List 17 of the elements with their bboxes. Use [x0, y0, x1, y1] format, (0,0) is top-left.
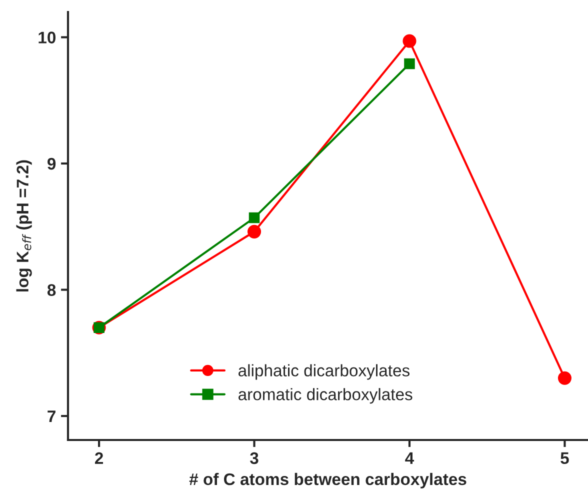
point — [248, 224, 262, 238]
point — [558, 371, 572, 385]
y-tick-label: 10 — [38, 32, 56, 44]
point — [404, 58, 415, 70]
legend-label: aromatic dicarboxylates — [238, 388, 412, 404]
x-tick-label: 2 — [94, 452, 104, 464]
legend-label: aliphatic dicarboxylates — [238, 364, 410, 380]
x-axis-title: # of C atoms between carboxylates — [189, 472, 466, 488]
y-tick-label: 9 — [48, 158, 56, 170]
y-tick-label: 7 — [48, 410, 56, 422]
x-tick-label: 5 — [560, 452, 569, 464]
x-tick-label: 3 — [250, 452, 258, 464]
point — [402, 34, 416, 48]
y-tick-label: 8 — [47, 284, 56, 296]
point — [248, 212, 260, 224]
y-axis-title: log K$_{eff}$ (pH =7.2) — [16, 160, 32, 292]
x-tick-label: 4 — [405, 452, 414, 464]
